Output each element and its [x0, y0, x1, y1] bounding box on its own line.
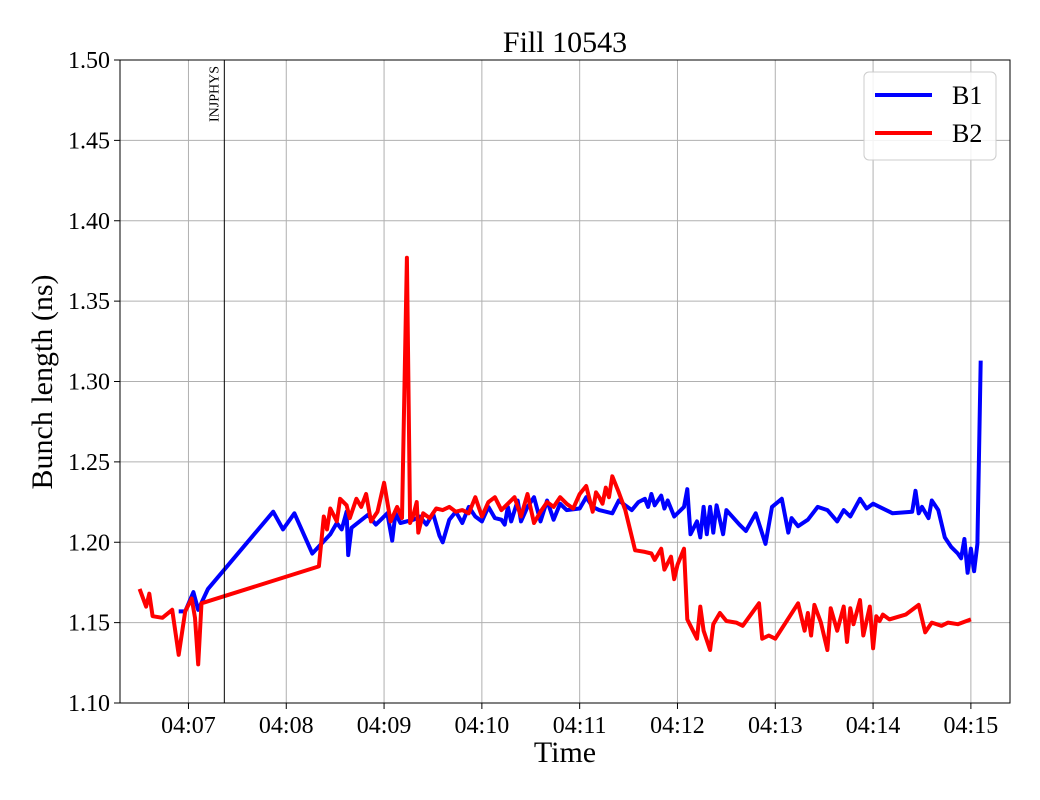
- x-tick-label: 04:08: [259, 713, 314, 739]
- y-tick-label: 1.50: [68, 48, 110, 74]
- y-tick-label: 1.25: [68, 450, 110, 476]
- legend-label-b1: B1: [952, 81, 982, 110]
- axis-ticks: 04:07 04:08 04:09 04:10 04:11 04:12 04:13 04:14…: [68, 48, 998, 739]
- y-axis-label: Bunch length (ns): [26, 275, 59, 490]
- x-tick-label: 04:14: [846, 713, 901, 739]
- injphys-marker-label: INJPHYS: [207, 66, 222, 122]
- annotations: INJPHYS: [207, 60, 225, 703]
- y-tick-label: 1.40: [68, 209, 110, 235]
- x-tick-label: 04:11: [553, 713, 607, 739]
- y-tick-label: 1.30: [68, 370, 110, 396]
- x-tick-label: 04:12: [650, 713, 705, 739]
- y-tick-label: 1.45: [68, 128, 110, 154]
- x-tick-label: 04:10: [455, 713, 510, 739]
- x-tick-label: 04:13: [748, 713, 803, 739]
- y-tick-label: 1.20: [68, 530, 110, 556]
- y-tick-label: 1.35: [68, 289, 110, 315]
- x-tick-label: 04:07: [161, 713, 216, 739]
- chart-title: Fill 10543: [503, 26, 627, 59]
- y-tick-label: 1.10: [68, 691, 110, 717]
- plot-series: [137, 255, 983, 667]
- series-line-b2: [137, 255, 972, 667]
- x-tick-label: 04:15: [944, 713, 999, 739]
- x-tick-label: 04:09: [357, 713, 412, 739]
- x-axis-label: Time: [534, 736, 596, 769]
- legend-label-b2: B2: [952, 119, 982, 148]
- y-tick-label: 1.15: [68, 611, 110, 637]
